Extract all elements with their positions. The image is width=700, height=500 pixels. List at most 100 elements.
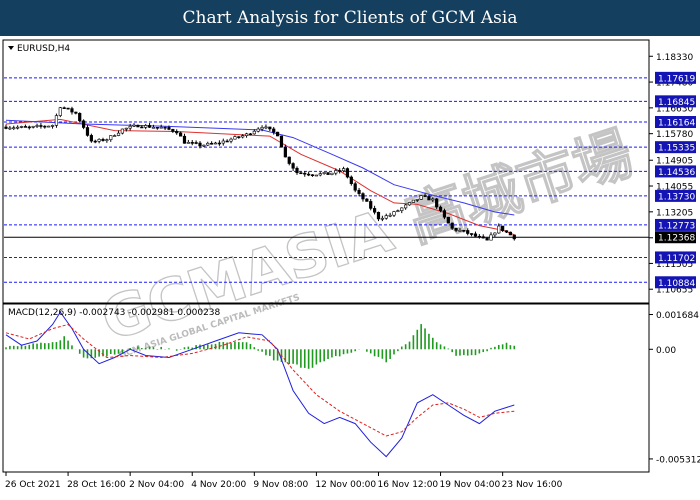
candle-body — [396, 210, 400, 212]
level-label: 1.12368 — [658, 234, 695, 244]
price-tick-label: 1.16630 — [656, 104, 693, 114]
price-tick-label: 1.13205 — [656, 208, 693, 218]
candle-body — [369, 201, 373, 209]
candle-body — [163, 126, 167, 129]
macd-lines — [5, 311, 515, 458]
price-tick-label: 1.18330 — [656, 53, 693, 63]
candle-body — [167, 127, 171, 130]
candle-body — [501, 225, 505, 231]
candle-body — [423, 195, 427, 197]
level-label: 1.16164 — [658, 119, 695, 129]
candle-body — [256, 128, 260, 132]
candle-body — [458, 230, 462, 232]
candle-body — [89, 135, 93, 142]
candle-body — [70, 108, 74, 113]
candle-body — [4, 126, 8, 129]
level-label: 1.13730 — [658, 192, 695, 202]
price-tick-label: 1.14055 — [656, 183, 693, 193]
candle-body — [299, 172, 303, 175]
candle-body — [334, 170, 338, 174]
candle-body — [190, 142, 194, 144]
candle-body — [252, 130, 256, 135]
macd-main-line — [5, 311, 515, 458]
candle-body — [400, 207, 404, 211]
candle-body — [411, 199, 416, 203]
watermark: GCMASIA 高城市場 GCM ASIA GLOBAL CAPITAL MAR… — [93, 118, 641, 361]
candle-body — [303, 172, 307, 175]
level-label: 1.15335 — [658, 144, 695, 154]
candle-body — [43, 125, 47, 128]
candle-body — [438, 206, 443, 211]
candle-body — [431, 198, 435, 201]
level-label-box — [655, 141, 696, 154]
candle-body — [120, 128, 124, 134]
candle-body — [50, 125, 55, 127]
candle-body — [113, 135, 117, 137]
candle-body — [39, 125, 43, 127]
candle-body — [105, 139, 109, 141]
price-tick-label: 1.14905 — [656, 157, 693, 167]
candle-body — [78, 112, 82, 122]
candle-body — [322, 172, 326, 174]
level-label-box — [655, 231, 696, 244]
candle-body — [206, 142, 210, 146]
candle-body — [326, 172, 330, 175]
candle-body — [493, 232, 497, 236]
candle-body — [109, 135, 113, 140]
candle-body — [229, 138, 233, 142]
candle-body — [415, 199, 419, 201]
candle-body — [140, 126, 144, 129]
candle-body — [93, 140, 97, 143]
candle-body — [136, 124, 140, 128]
candle-body — [512, 234, 516, 240]
candle-body — [248, 133, 253, 136]
candle-body — [427, 196, 431, 201]
time-tick-label: 23 Nov 16:00 — [502, 480, 563, 490]
price-tick-label: 1.10655 — [656, 286, 693, 296]
candle-body — [341, 168, 346, 172]
candle-body — [435, 198, 439, 208]
price-tick-label: 1.11505 — [656, 260, 693, 270]
price-tick-label: 1.15780 — [656, 130, 693, 140]
candle-body — [35, 125, 39, 127]
candle-body — [82, 120, 86, 128]
candle-body — [454, 228, 458, 231]
candle-body — [182, 135, 187, 144]
macd-label: MACD(12,26,9) -0.002743 -0.002981 0.0002… — [8, 308, 221, 318]
candle-body — [144, 125, 148, 128]
candle-body — [62, 107, 66, 109]
candle-body — [388, 214, 392, 217]
candle-body — [85, 127, 90, 136]
time-tick-label: 16 Nov 12:00 — [377, 480, 438, 490]
candle-body — [244, 133, 249, 136]
candle-body — [446, 216, 450, 224]
support-resistance-levels — [4, 77, 649, 283]
candle-body — [272, 128, 276, 133]
time-tick-label: 28 Oct 16:00 — [67, 480, 126, 490]
candle-body — [469, 233, 474, 235]
candle-body — [16, 126, 20, 129]
candle-body — [275, 131, 280, 137]
level-label-box — [655, 218, 696, 231]
level-label-box — [655, 71, 696, 84]
triangle-down-icon — [8, 46, 14, 50]
level-label-box — [655, 189, 696, 202]
candle-body — [404, 204, 408, 209]
candle-body — [128, 125, 132, 129]
candle-body — [283, 146, 287, 158]
level-label-box — [655, 165, 696, 178]
candle-body — [318, 173, 322, 176]
level-label-box — [655, 251, 696, 264]
candle-body — [380, 217, 384, 220]
candle-body — [504, 230, 509, 233]
candle-body — [361, 193, 365, 200]
macd-tick-label: -0.005312 — [656, 455, 700, 465]
candle-body — [54, 115, 59, 126]
level-label: 1.10884 — [658, 279, 695, 289]
macd-tick-label: 0.00 — [656, 346, 676, 356]
symbol-label: EURUSD,H4 — [17, 44, 70, 54]
candle-body — [376, 211, 381, 220]
candle-body — [151, 126, 156, 129]
macd-signal-line — [5, 323, 515, 437]
candle-body — [450, 222, 454, 229]
